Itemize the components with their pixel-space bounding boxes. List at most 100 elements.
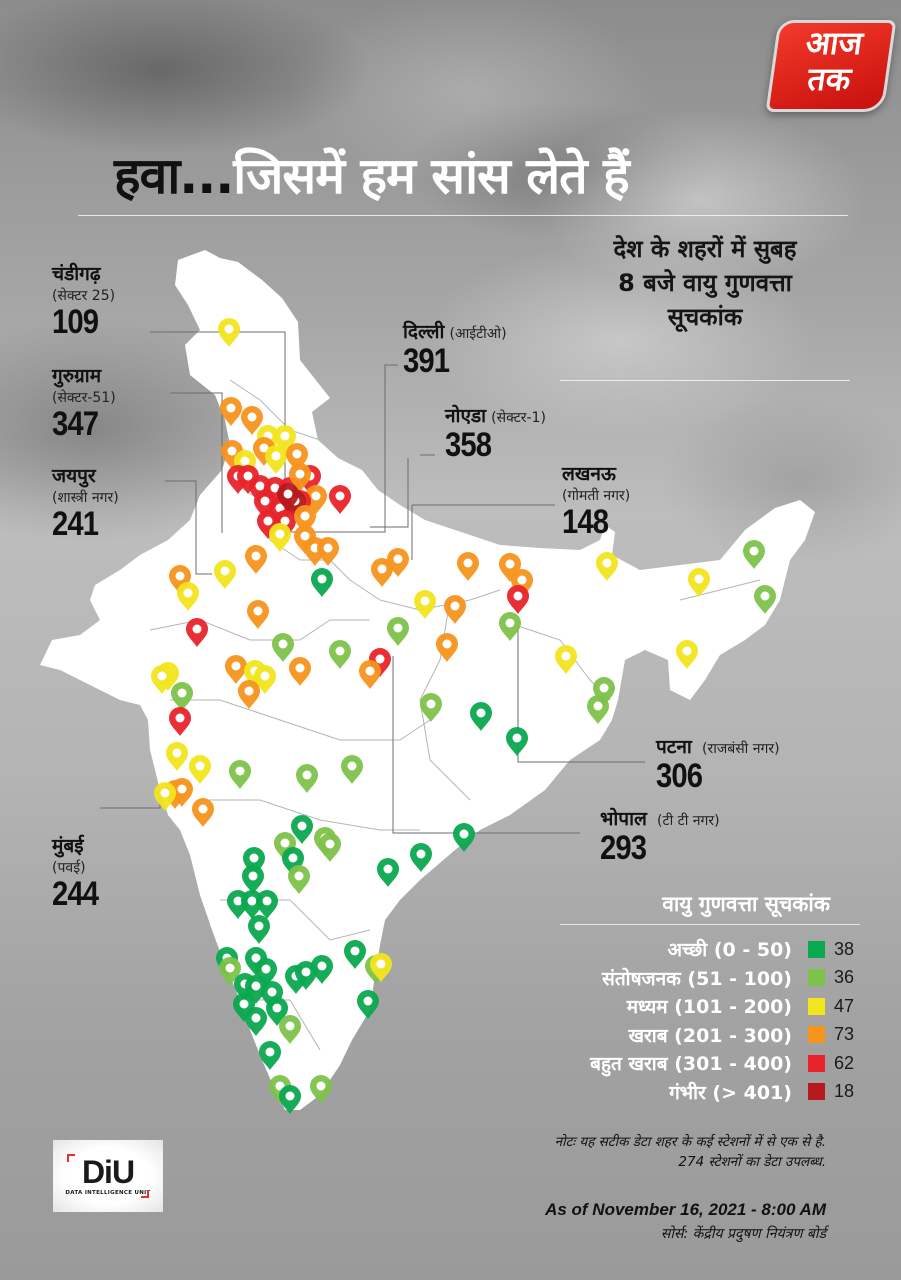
legend-swatch <box>808 997 825 1015</box>
note-line: नोटः यह सटीक डेटा शहर के कई स्टेशनों में… <box>554 1134 826 1150</box>
aqi-pin-icon <box>248 915 270 944</box>
bracket-decoration <box>67 1154 75 1162</box>
aqi-pin-icon <box>414 590 436 619</box>
city-name: पटना <box>656 736 692 758</box>
aqi-pin-icon <box>265 445 287 474</box>
aqi-pin-icon <box>555 645 577 674</box>
aqi-pin-icon <box>329 485 351 514</box>
legend-item-very-poor: बहुत खराब (301 - 400) 62 <box>540 1049 870 1078</box>
station-name: (टी टी नगर) <box>657 813 720 829</box>
aqi-pin-icon <box>507 585 529 614</box>
city-callout-jaipur: जयपुर (शास्त्री नगर) 241 <box>52 462 119 541</box>
aqi-value: 358 <box>445 426 492 464</box>
aqi-pin-icon <box>289 657 311 686</box>
aqi-pin-icon <box>410 843 432 872</box>
aqi-value: 241 <box>52 505 99 543</box>
aqi-pin-icon <box>279 1015 301 1044</box>
aqi-pin-icon <box>166 742 188 771</box>
station-name: (गोमती नगर) <box>562 488 631 504</box>
legend-label: मध्यम (101 - 200) <box>626 996 792 1019</box>
page-title: हवा...जिसमें हम सांस लेते हैं <box>114 140 630 208</box>
aqi-pin-icon <box>220 397 242 426</box>
city-callout-noida: नोएडा (सेक्टर-1) 358 <box>445 402 546 462</box>
legend-divider <box>560 924 860 925</box>
aqi-pin-icon <box>359 660 381 689</box>
aqi-pin-icon <box>329 640 351 669</box>
aqi-value: 306 <box>656 757 703 795</box>
title-divider <box>78 215 848 216</box>
subtitle-line: देश के शहरों में सुबह <box>613 235 797 263</box>
diu-logo: DiU DATA INTELLIGENCE UNIT <box>53 1140 163 1212</box>
legend-title: वायु गुणवत्ता सूचकांक <box>662 892 830 916</box>
city-name: चंडीगढ़ <box>52 263 101 285</box>
legend-label: अच्छी (0 - 50) <box>667 939 792 962</box>
aqi-pin-icon <box>296 764 318 793</box>
aqi-pin-icon <box>506 727 528 756</box>
aaj-tak-logo: आज तक <box>765 20 897 112</box>
aqi-pin-icon <box>289 463 311 492</box>
aqi-pin-icon <box>238 680 260 709</box>
city-callout-mumbai: मुंबई (पवई) 244 <box>52 832 106 911</box>
aqi-pin-icon <box>676 640 698 669</box>
aqi-pin-icon <box>587 695 609 724</box>
aqi-pin-icon <box>457 552 479 581</box>
city-name: जयपुर <box>52 465 96 487</box>
aqi-pin-icon <box>269 523 291 552</box>
aqi-pin-icon <box>171 682 193 711</box>
city-name: गुरुग्राम <box>52 365 102 387</box>
station-name: (शास्त्री नगर) <box>52 490 119 506</box>
leader-lines <box>100 331 645 834</box>
aqi-pin-icon <box>357 990 379 1019</box>
station-name: (राजबंसी नगर) <box>702 741 780 757</box>
aqi-pin-icon <box>453 823 475 852</box>
station-name: (सेक्टर-1) <box>491 410 546 426</box>
aqi-pin-icon <box>277 483 299 512</box>
city-callout-gurugram: गुरुग्राम (सेक्टर-51) 347 <box>52 362 116 441</box>
aqi-pin-icon <box>256 890 278 919</box>
legend-label: खराब (201 - 300) <box>628 1024 792 1047</box>
aqi-pin-icon <box>291 815 313 844</box>
aqi-pin-icon <box>436 633 458 662</box>
legend-label: गंभीर (> 401) <box>669 1081 792 1104</box>
city-callout-delhi: दिल्ली (आईटीओ) 391 <box>403 318 507 378</box>
aqi-pin-icon <box>169 707 191 736</box>
city-callout-lucknow: लखनऊ (गोमती नगर) 148 <box>562 460 630 539</box>
aqi-pin-icon <box>218 318 240 347</box>
note-line: 274 स्टेशनों का डेटा उपलब्ध. <box>678 1154 826 1171</box>
city-name: लखनऊ <box>562 463 616 485</box>
aqi-pin-icon <box>245 1007 267 1036</box>
diu-logo-subtext: DATA INTELLIGENCE UNIT <box>65 1190 151 1196</box>
aqi-pin-icon <box>319 833 341 862</box>
legend-label: संतोषजनक (51 - 100) <box>601 967 792 990</box>
station-name: (सेक्टर 25) <box>52 288 116 304</box>
aqi-pin-icon <box>310 1075 332 1104</box>
aqi-pin-icon <box>370 953 392 982</box>
legend-count: 18 <box>834 1081 855 1102</box>
aqi-pin-icon <box>242 865 264 894</box>
aqi-pin-icon <box>311 568 333 597</box>
aqi-pin-icon <box>177 582 199 611</box>
legend-item-severe: गंभीर (> 401) 18 <box>540 1078 870 1107</box>
aqi-pin-icon <box>214 560 236 589</box>
aqi-pins <box>151 318 776 1114</box>
aqi-pin-icon <box>317 537 339 566</box>
logo-text-bottom: तक <box>805 60 854 98</box>
aqi-value: 347 <box>52 405 99 443</box>
aqi-value: 293 <box>600 829 647 867</box>
title-dark-part: हवा... <box>114 147 234 205</box>
aqi-pin-icon <box>444 595 466 624</box>
as-of-timestamp: As of November 16, 2021 - 8:00 AM <box>545 1200 826 1219</box>
subtitle: देश के शहरों में सुबह 8 बजे वायु गुणवत्त… <box>560 232 850 334</box>
aqi-pin-icon <box>254 665 276 694</box>
legend-swatch <box>808 1026 825 1044</box>
aqi-pin-icon <box>596 552 618 581</box>
city-callout-bhopal: भोपाल (टी टी नगर) 293 <box>600 805 720 865</box>
aqi-pin-icon <box>688 568 710 597</box>
legend-count: 36 <box>834 967 855 988</box>
legend-swatch <box>808 940 825 958</box>
aqi-pin-icon <box>151 665 173 694</box>
subtitle-divider <box>560 380 850 381</box>
city-name: भोपाल <box>600 808 647 830</box>
legend-count: 62 <box>834 1052 855 1073</box>
